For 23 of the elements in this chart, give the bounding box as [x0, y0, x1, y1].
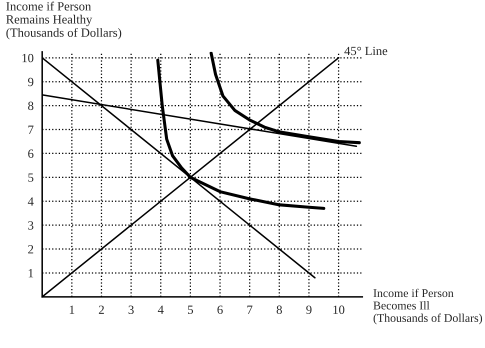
x-tick-label: 3 [128, 306, 134, 314]
x-axis-title: Income if Person Becomes Ill (Thousands of Dollars) [373, 288, 482, 324]
x-tick-label: 1 [70, 306, 74, 314]
y-tick-label: 2 [28, 245, 34, 254]
y-tick-label: 7 [28, 126, 34, 134]
annotation: 45° Line [344, 46, 388, 56]
y-axis-title: Income if Person Remains Healthy (Thousands of Dollars) [6, 2, 122, 40]
y-tick-label: 1 [28, 269, 34, 278]
y-tick-label: 3 [28, 221, 34, 230]
x-tick-label: 5 [188, 306, 194, 314]
x-tick-label: 2 [98, 306, 104, 314]
x-tick-label: 6 [217, 306, 223, 314]
x-tick-label: 9 [306, 306, 312, 314]
y-tick-label: 6 [28, 149, 34, 158]
x-tick-label: 7 [247, 306, 252, 314]
y-tick-label: 10 [22, 54, 34, 62]
y-tick-label: 4 [28, 197, 34, 206]
y-tick-label: 9 [28, 78, 34, 86]
x-tick-label: 4 [158, 306, 164, 314]
x-tick-label: 8 [276, 306, 282, 314]
y-tick-label: 8 [28, 102, 34, 110]
y-tick-label: 5 [28, 173, 34, 182]
x-tick-label: 10 [333, 306, 344, 314]
